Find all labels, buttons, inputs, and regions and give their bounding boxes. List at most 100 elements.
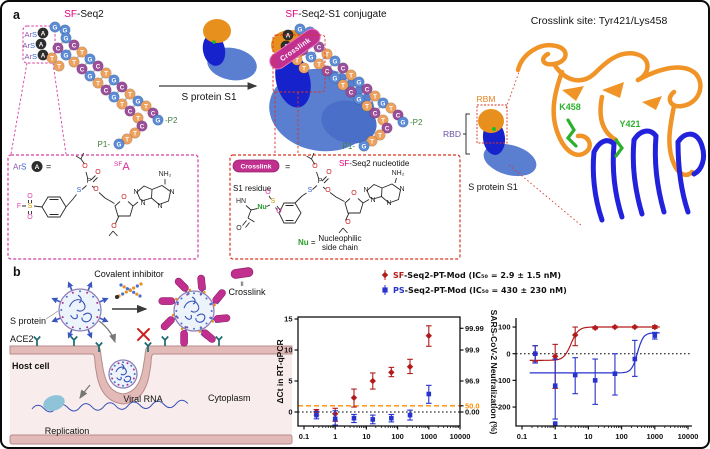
entry-arrow bbox=[98, 320, 116, 344]
chart-text: 1000 bbox=[646, 432, 663, 441]
data-point bbox=[652, 333, 658, 338]
spike-icon bbox=[101, 316, 109, 323]
ribbon-diagram: K458 Y421 bbox=[515, 42, 707, 223]
nucleotide-letter: G bbox=[112, 94, 117, 101]
crosslink-definition-box: Crosslink = SF-Seq2 nucleotide S1 residu… bbox=[229, 152, 461, 260]
panel-b-label: b bbox=[13, 265, 21, 279]
chart-text: 0.1 bbox=[517, 432, 527, 441]
nucleotide-letter: T bbox=[57, 63, 61, 70]
nucleotide-C bbox=[124, 105, 136, 117]
atom-label: O bbox=[326, 169, 332, 176]
atom-label: O bbox=[345, 219, 351, 226]
data-point bbox=[611, 323, 619, 331]
nucleotide-T bbox=[121, 133, 133, 145]
y-axis-label: SARS-CoV-2 Neutralization (%) bbox=[489, 310, 499, 435]
nucleotide-C bbox=[361, 83, 373, 95]
atom-label: S bbox=[28, 203, 33, 210]
chart-text: 50.0 bbox=[465, 401, 480, 410]
svg-text:Crosslink: Crosslink bbox=[228, 287, 266, 297]
nucleotide-letter: T bbox=[120, 101, 124, 108]
data-point bbox=[389, 415, 394, 421]
nucleotide-T bbox=[369, 90, 381, 102]
nucleotide-letter: G bbox=[298, 26, 303, 33]
nucleotide-letter: G bbox=[88, 73, 93, 80]
data-point bbox=[407, 412, 413, 418]
svg-text:ArS: ArS bbox=[24, 52, 37, 61]
atom-label: O bbox=[312, 163, 318, 170]
spike-icon bbox=[67, 331, 74, 339]
data-point bbox=[552, 353, 559, 360]
atom-label: O bbox=[265, 189, 271, 196]
svg-text:PS-Seq2-PT-Mod (IC₅₀ = 430 ± 2: PS-Seq2-PT-Mod (IC₅₀ = 430 ± 230 nM) bbox=[393, 286, 567, 295]
rbd-thumb-protein bbox=[478, 109, 537, 177]
nucleotide-letter: C bbox=[396, 112, 401, 119]
nucleotide-letter: C bbox=[365, 86, 370, 93]
chart-text: 99.99 bbox=[465, 324, 484, 333]
nucleotide-G bbox=[329, 55, 341, 67]
nucleotide-A bbox=[35, 38, 47, 50]
chart-legend: SF-Seq2-PT-Mod (IC₅₀ = 2.9 ± 1.5 nM) PS-… bbox=[381, 270, 567, 295]
nucleotide-letter: T bbox=[373, 93, 377, 100]
covalent-inhibitor-label: Covalent inhibitor bbox=[94, 269, 164, 279]
nucleotide-letter: T bbox=[349, 72, 353, 79]
atom-label: N bbox=[157, 203, 162, 210]
rbm-label: RBM bbox=[477, 94, 496, 104]
ars-labels: ArS ArS ArS bbox=[22, 30, 37, 61]
legend-marker-sf bbox=[381, 271, 389, 279]
nucleotide-G bbox=[108, 91, 120, 103]
data-point bbox=[314, 412, 319, 418]
data-point bbox=[552, 421, 558, 426]
nucleotide-letter: T bbox=[370, 138, 374, 145]
nucleotide-T bbox=[140, 100, 152, 112]
nucleotide-letter: G bbox=[136, 98, 141, 105]
nucleotide-letter: G bbox=[64, 52, 69, 59]
nucleotide-letter: T bbox=[80, 49, 84, 56]
atom-label: O bbox=[351, 190, 357, 197]
sfa-name: SFA bbox=[114, 161, 130, 173]
s1-protein-thumb bbox=[202, 19, 257, 81]
ace2-receptor-icon bbox=[215, 335, 223, 346]
nucleotide-letter: C bbox=[96, 63, 101, 70]
chart-text: -100 bbox=[495, 376, 510, 385]
p2-label-conjugate: -P2 bbox=[410, 118, 423, 127]
chart-text: 96.9 bbox=[465, 377, 480, 386]
nucleotide-letter: C bbox=[341, 65, 346, 72]
nucleotide-letter: C bbox=[72, 42, 77, 49]
nucleotide-T bbox=[129, 127, 141, 139]
nucleotide-letter: C bbox=[140, 123, 145, 130]
atom-label: N bbox=[363, 187, 368, 194]
nucleotide-letter: C bbox=[385, 125, 390, 132]
atom-label: NH₂ bbox=[159, 171, 172, 178]
atom-label: O bbox=[82, 163, 88, 170]
chart-plot-1: 0.1 1 10 100 1000 100001000-100-200SARS-CoV-2… bbox=[489, 310, 698, 441]
nucleotide-C bbox=[321, 65, 333, 77]
nucleotide-G bbox=[397, 116, 409, 128]
data-point bbox=[332, 416, 338, 422]
host-cell-label: Host cell bbox=[12, 361, 50, 371]
nucleotide-letter: A bbox=[39, 41, 44, 48]
nucleotide-letter: T bbox=[136, 115, 140, 122]
ace2-label: ACE2 bbox=[10, 334, 34, 344]
nucleotide-G bbox=[113, 138, 125, 150]
nucleotide-G bbox=[132, 95, 144, 107]
spike-icon bbox=[51, 297, 59, 304]
ace2-receptor-icon bbox=[70, 335, 78, 346]
nu-definition-line1: Nucleophilic bbox=[318, 234, 361, 243]
data-point bbox=[426, 391, 432, 397]
atom-label: O bbox=[93, 186, 99, 193]
chart-text: 10 bbox=[284, 346, 292, 355]
data-point bbox=[591, 324, 599, 332]
svg-text:ArS: ArS bbox=[13, 163, 26, 172]
atom-label: O bbox=[276, 208, 282, 215]
viral-rna-icon bbox=[115, 363, 132, 383]
nucleotide-letter: G bbox=[333, 58, 338, 65]
nucleotide-T bbox=[92, 77, 104, 89]
chart-text: 5 bbox=[288, 377, 292, 386]
ace2-receptor-icon bbox=[144, 341, 152, 352]
nucleotide-C bbox=[76, 63, 88, 75]
data-point bbox=[369, 377, 376, 385]
atom-label: O bbox=[111, 223, 117, 230]
virus-particles bbox=[51, 274, 231, 389]
nucleotide-C bbox=[52, 42, 64, 54]
data-point bbox=[350, 394, 358, 401]
